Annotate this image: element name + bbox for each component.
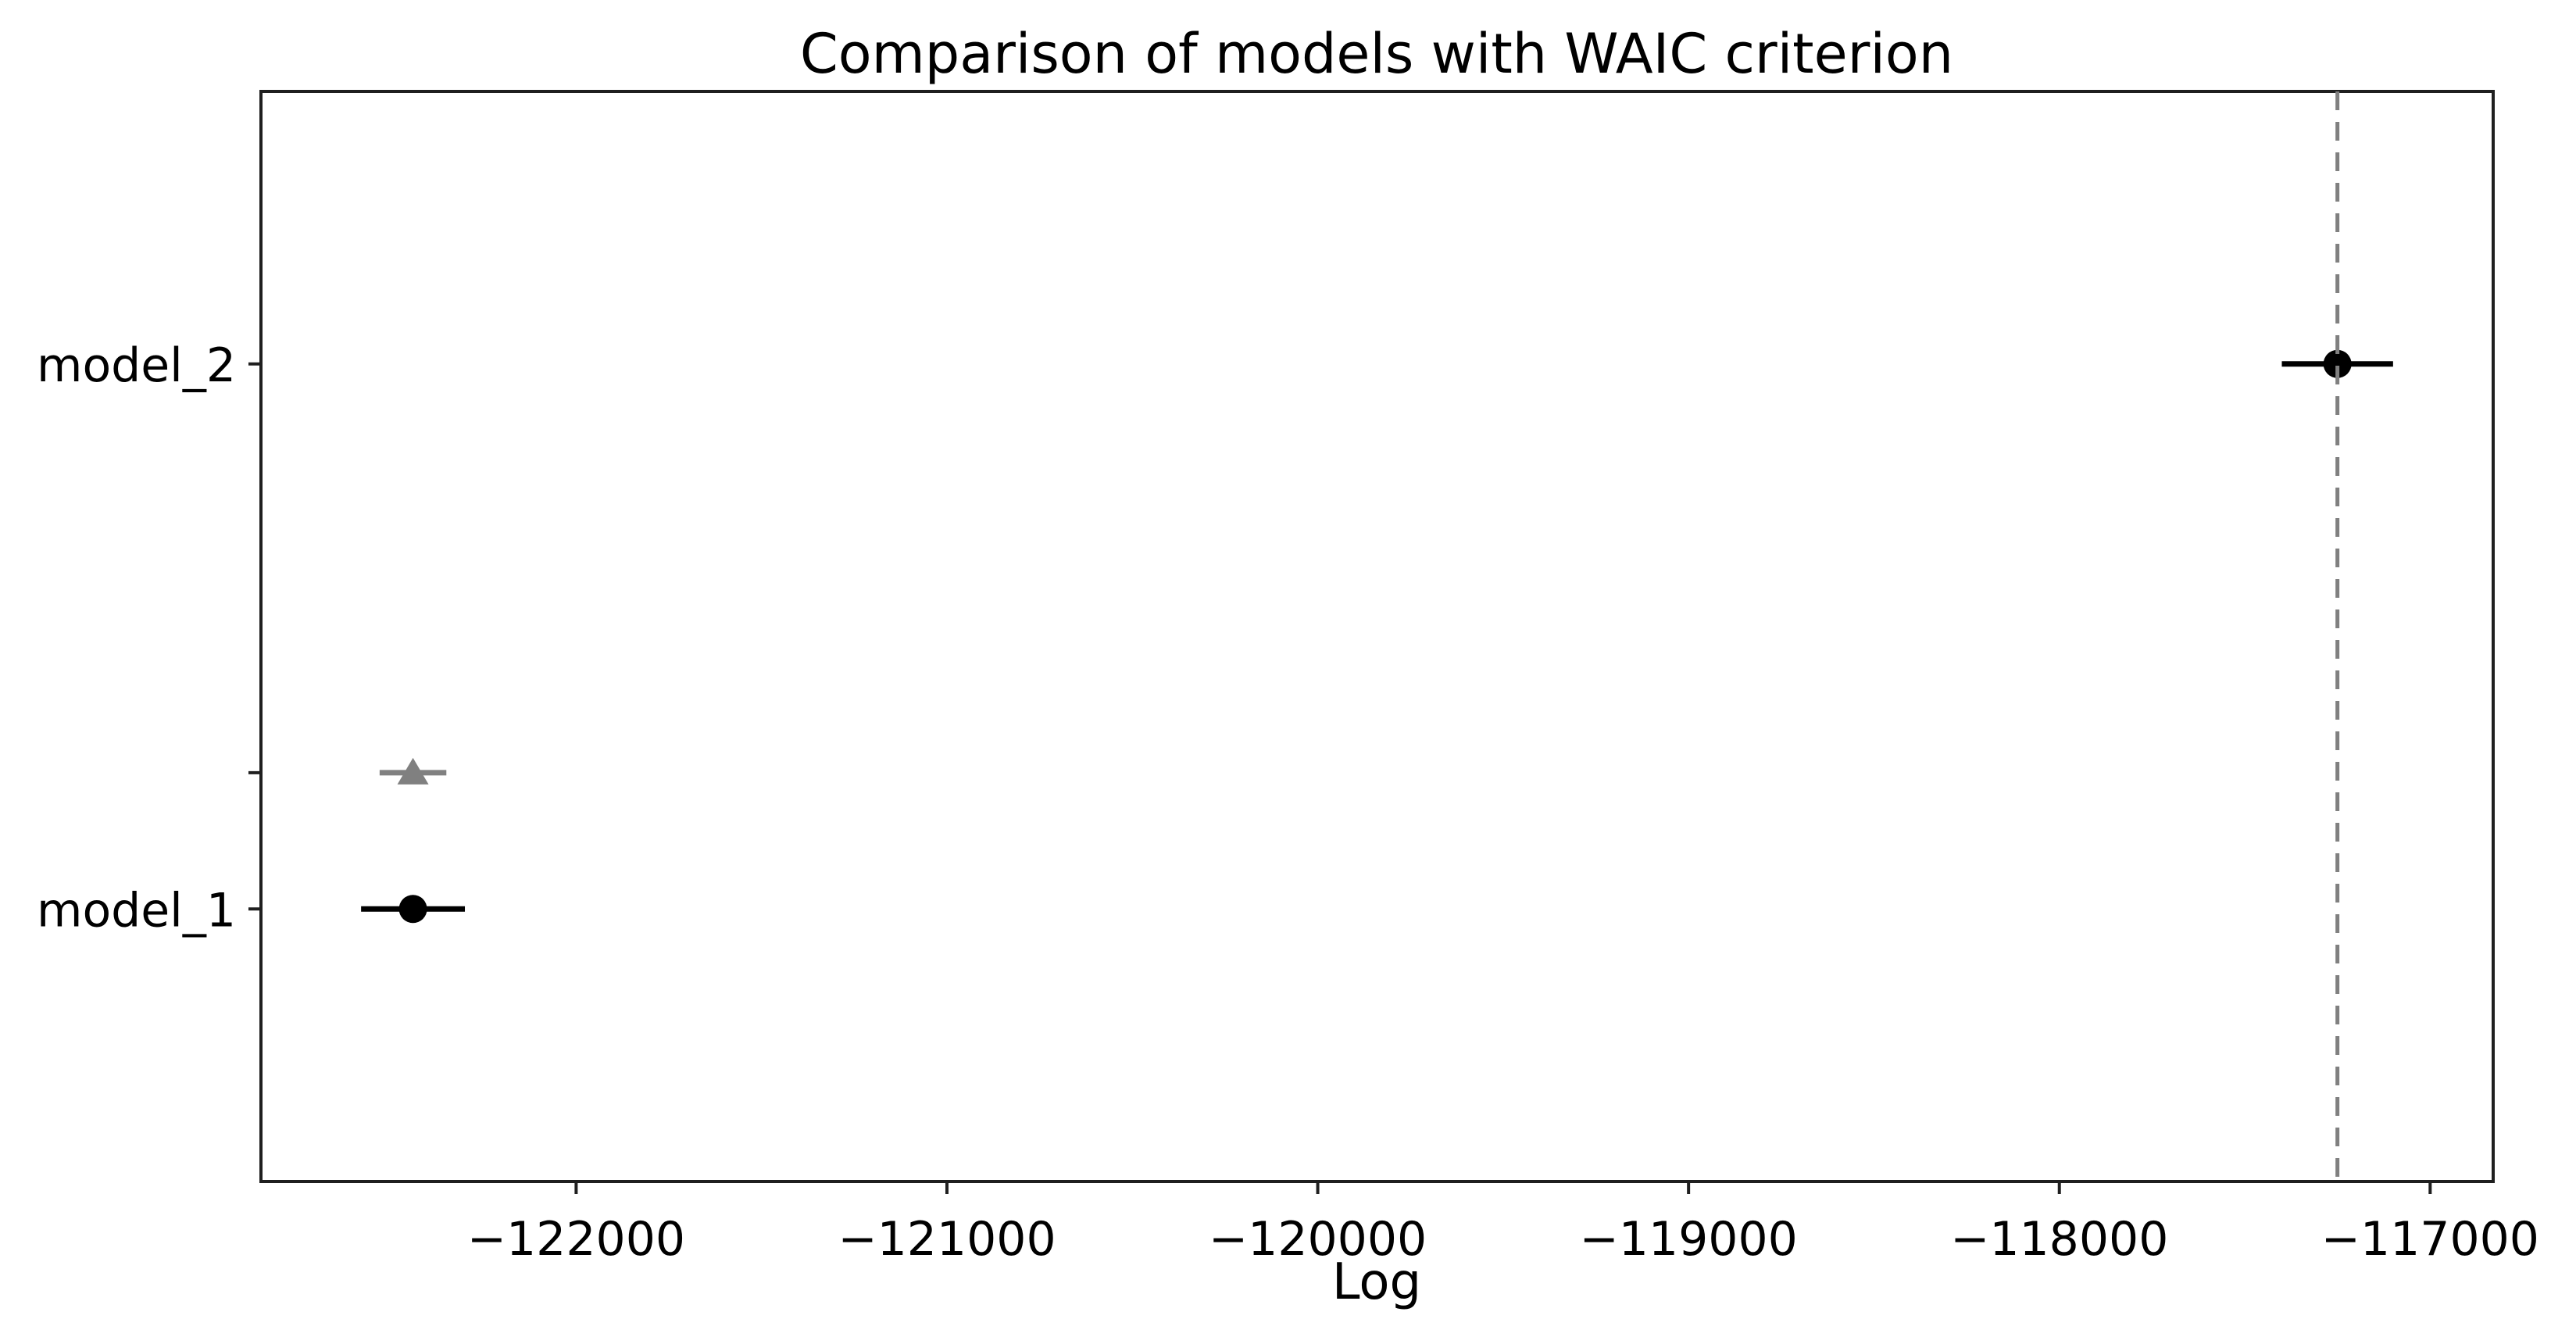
x-tick-label: −121000 bbox=[838, 1212, 1056, 1267]
chart-title: Comparison of models with WAIC criterion bbox=[800, 22, 1953, 86]
x-tick-label: −119000 bbox=[1579, 1212, 1797, 1267]
y-tick-label: model_2 bbox=[37, 338, 236, 393]
x-tick-label: −120000 bbox=[1209, 1212, 1427, 1267]
y-tick-label: model_1 bbox=[37, 883, 236, 938]
x-tick-label: −117000 bbox=[2321, 1212, 2539, 1267]
x-axis-label: Log bbox=[1332, 1253, 1421, 1311]
waic-estimates-point-marker bbox=[398, 895, 427, 924]
waic-estimates-point-marker bbox=[2323, 349, 2352, 378]
x-tick-label: −118000 bbox=[1950, 1212, 2168, 1267]
x-tick-label: −122000 bbox=[467, 1212, 685, 1267]
waic-difference-triangle-marker bbox=[397, 757, 429, 785]
axes-spines bbox=[259, 90, 2495, 1183]
